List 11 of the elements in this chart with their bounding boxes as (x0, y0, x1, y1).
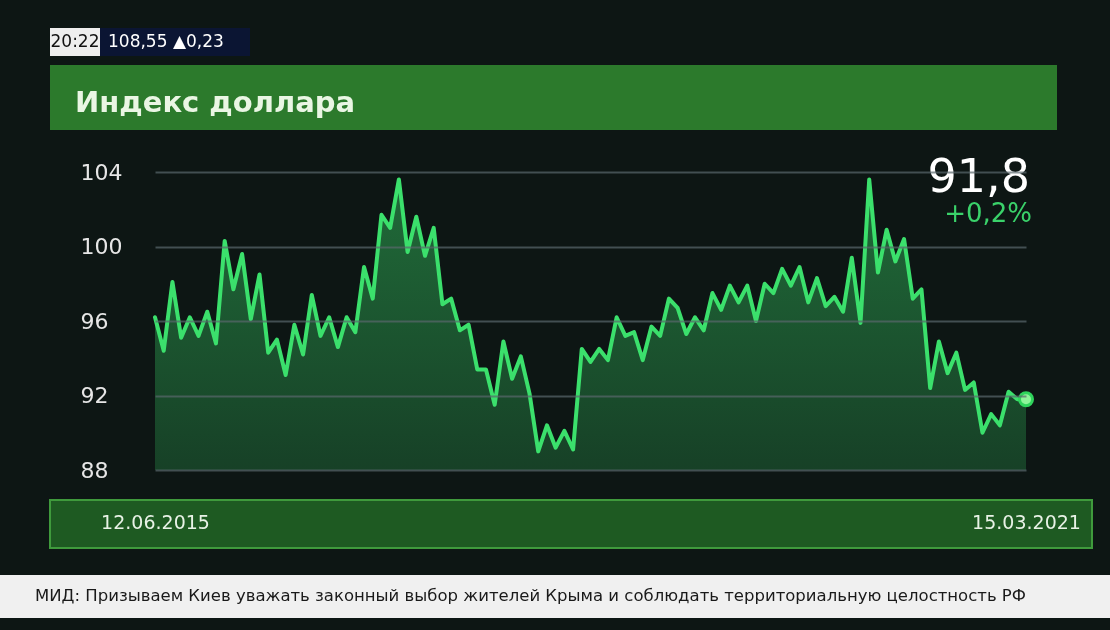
y-tick-label: 96 (80, 308, 109, 334)
chart-title: Индекс доллара (75, 85, 356, 119)
y-tick-label: 100 (80, 234, 123, 259)
x-tick-label: 15.03.2021 (972, 510, 1081, 533)
text: МИД: Призываем Киев уважать законный выбор жителей Крыма и соблюдать территориальную целостность РФ (35, 586, 1027, 605)
text: 108,55 ▲0,23 (108, 31, 224, 51)
x-tick-label: 12.06.2015 (101, 510, 210, 533)
y-tick-label: 104 (80, 159, 123, 185)
y-tick-label: 92 (80, 383, 109, 408)
y-tick-label: 88 (80, 457, 109, 483)
text: 20:22 (50, 31, 100, 51)
